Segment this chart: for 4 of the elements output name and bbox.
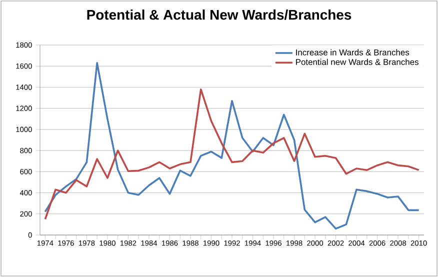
legend-label: Potential new Wards & Branches [296,58,418,66]
legend-label: Increase in Wards & Branches [296,49,410,56]
chart-title: Potential & Actual New Wards/Branches [87,10,352,20]
line-series [44,88,420,220]
